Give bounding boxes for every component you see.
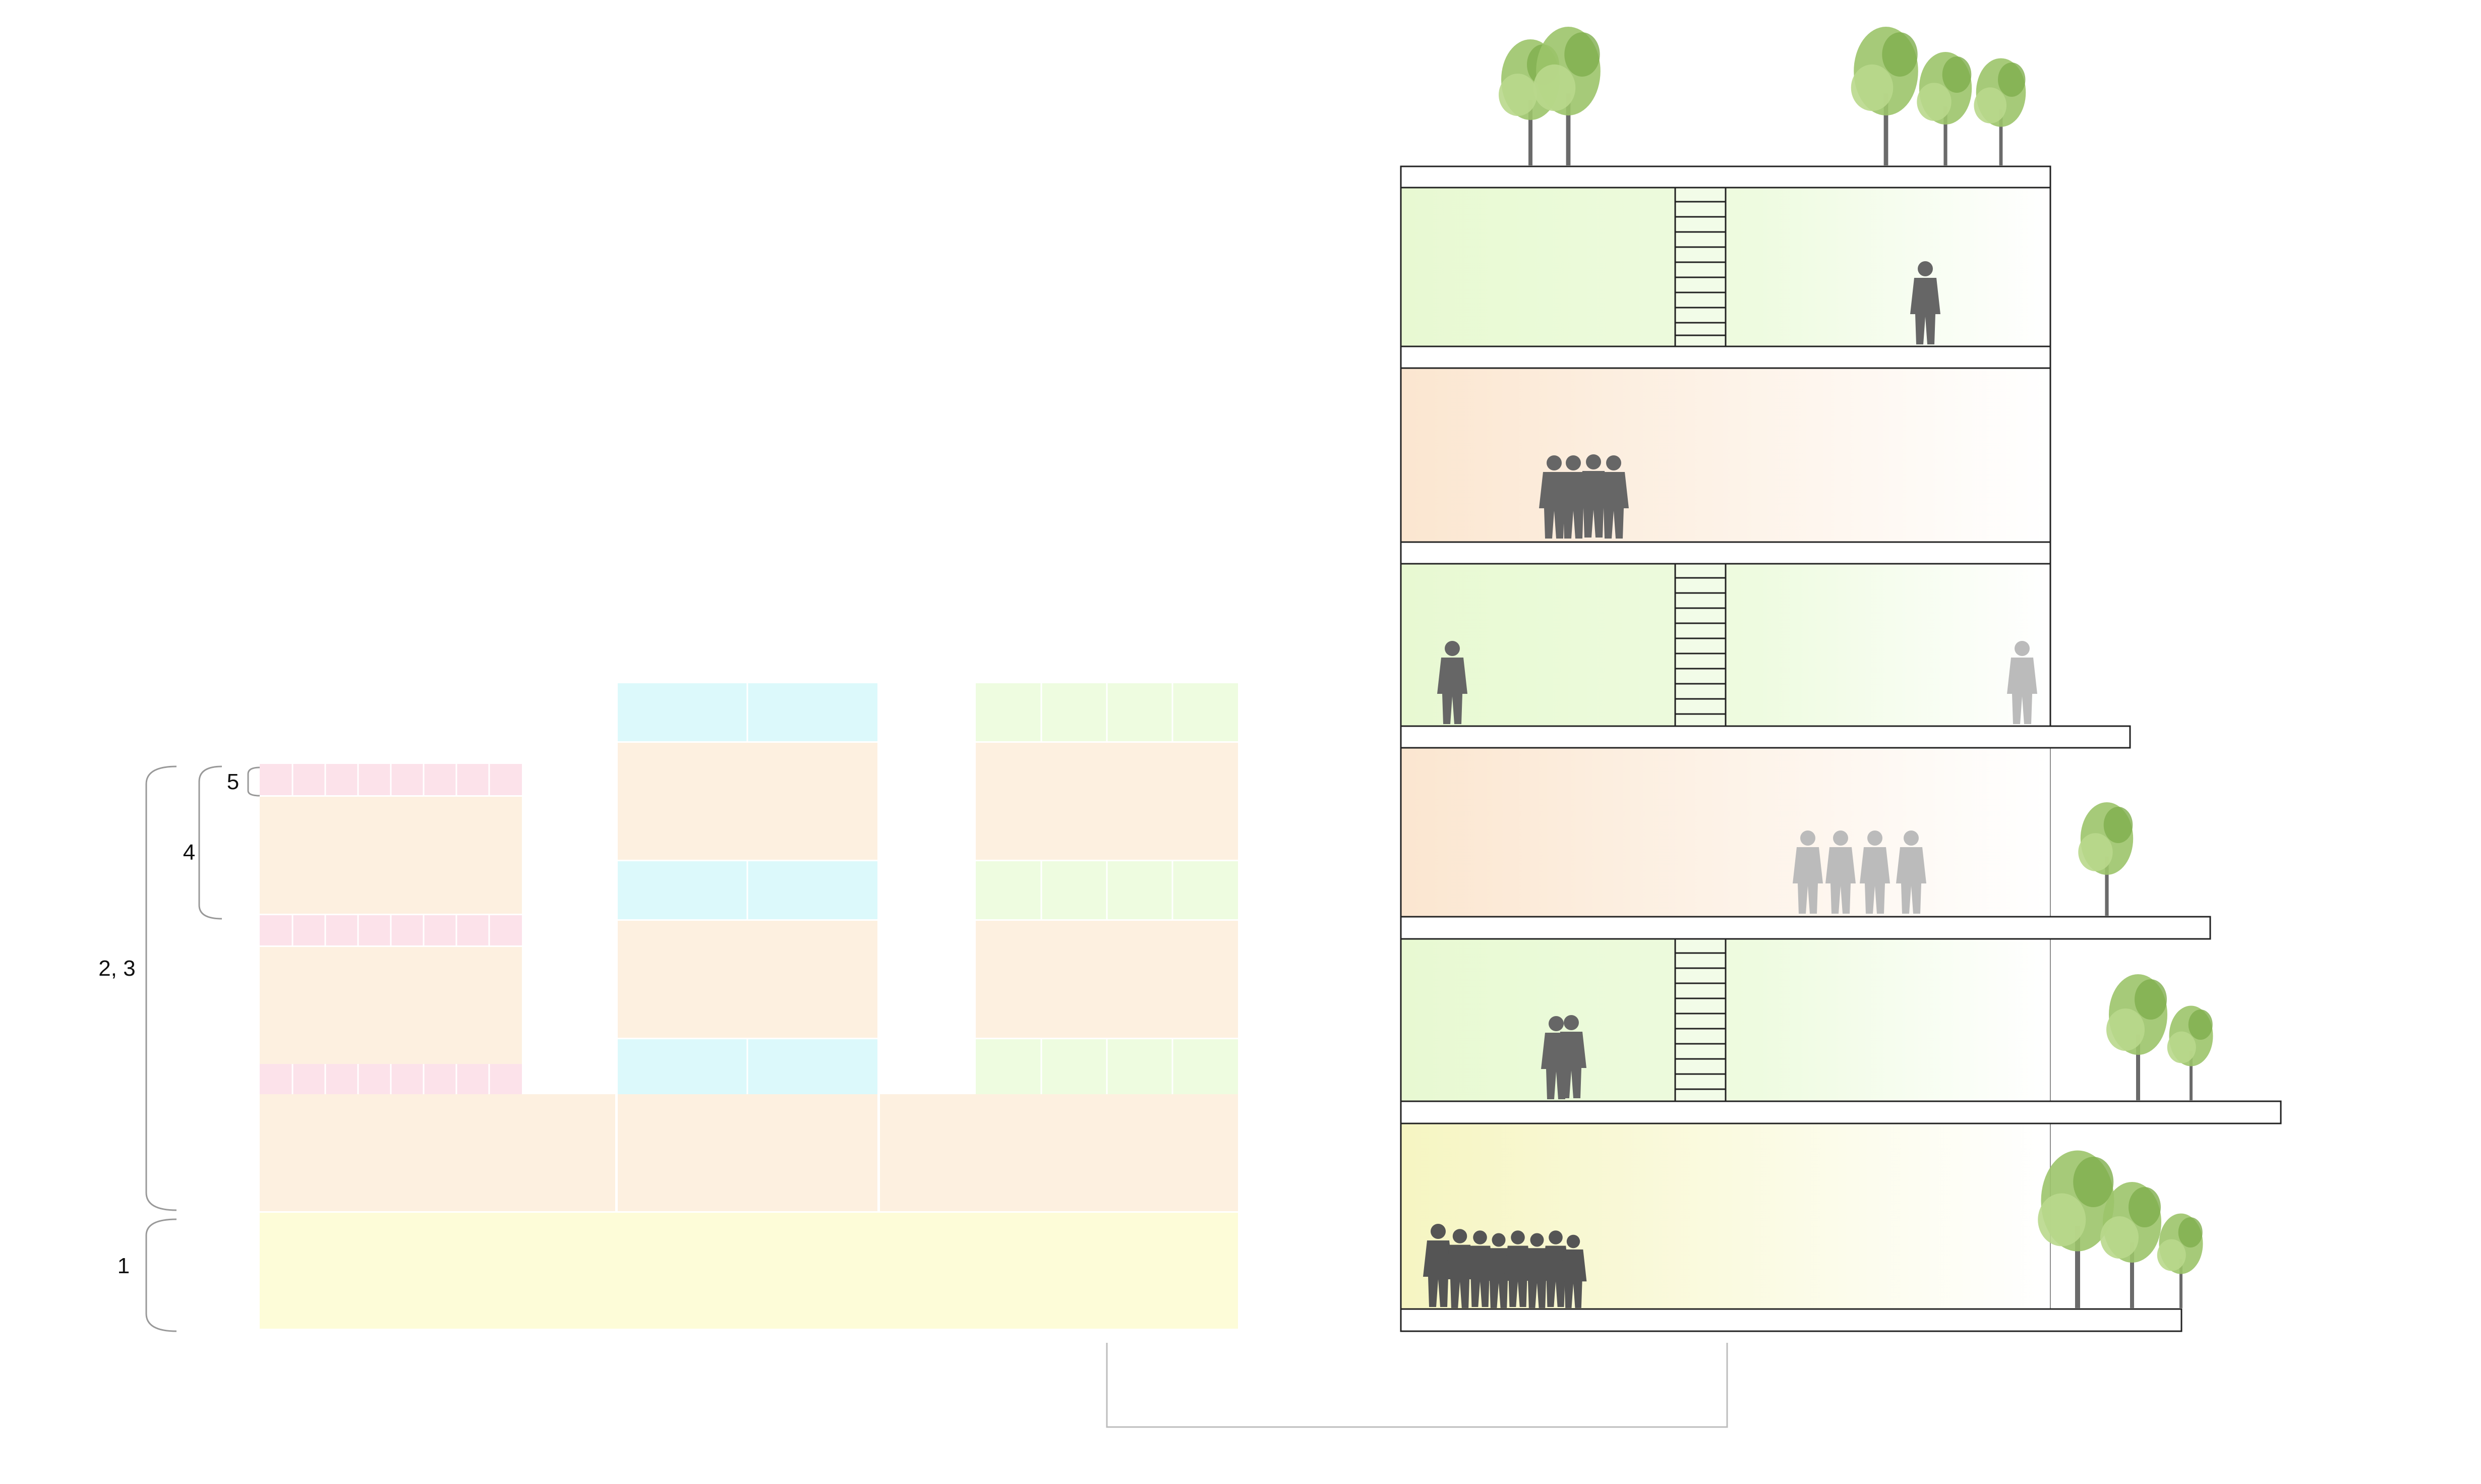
massing-diagram bbox=[260, 683, 1238, 1329]
ladder-stair bbox=[1674, 187, 1727, 1102]
slab-2 bbox=[1400, 916, 2211, 940]
podium-block-middle bbox=[618, 1094, 877, 1211]
label-level-1: 1 bbox=[117, 1254, 130, 1278]
slab-3 bbox=[1400, 725, 2131, 749]
floor-5-space bbox=[1401, 368, 2050, 542]
floor-slabs bbox=[1400, 165, 2282, 1332]
ground-level-block bbox=[260, 1213, 1238, 1329]
level-brackets bbox=[145, 765, 260, 1332]
bracket-level-1 bbox=[145, 1218, 177, 1332]
section-diagram bbox=[1400, 26, 2282, 1332]
roof-slab bbox=[1400, 165, 2051, 189]
podium-block-left bbox=[260, 1094, 615, 1211]
right-tower bbox=[976, 683, 1238, 1094]
bracket-level-4 bbox=[198, 765, 222, 920]
slab-1 bbox=[1400, 1100, 2282, 1124]
podium-block-right bbox=[880, 1094, 1238, 1211]
left-tower bbox=[260, 764, 522, 1094]
bracket-level-5 bbox=[247, 766, 260, 797]
ground-slab bbox=[1400, 1308, 2182, 1332]
floor-3-space bbox=[1401, 748, 2050, 917]
label-level-2-3: 2, 3 bbox=[98, 956, 135, 981]
label-level-5: 5 bbox=[227, 769, 239, 794]
slab-5 bbox=[1400, 345, 2051, 369]
slab-4 bbox=[1400, 541, 2051, 565]
bracket-level-2-3 bbox=[145, 765, 177, 1211]
connector-line bbox=[1106, 1343, 1728, 1428]
label-level-4: 4 bbox=[183, 840, 195, 865]
middle-tower bbox=[618, 683, 877, 1094]
